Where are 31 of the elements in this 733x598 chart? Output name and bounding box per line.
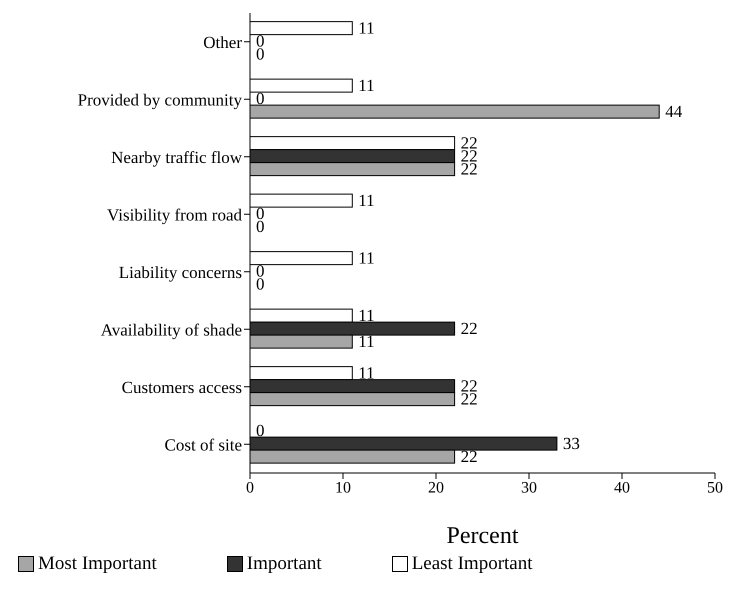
y-tick-label: Nearby traffic flow [111, 148, 243, 167]
data-label: 11 [358, 306, 375, 326]
legend-label: Least Important [410, 553, 533, 575]
data-label: 33 [562, 434, 580, 454]
legend-label: Most Important [37, 553, 157, 575]
y-tick-label: Provided by community [78, 90, 242, 110]
x-tick-label: 20 [428, 479, 444, 496]
legend-label: Important [246, 553, 322, 575]
data-label: 44 [665, 102, 683, 122]
data-label: 0 [256, 89, 264, 108]
data-label: 11 [358, 76, 375, 96]
data-label: 11 [358, 191, 375, 210]
y-tick-label: Availability of shade [100, 320, 242, 340]
data-label: 11 [358, 18, 375, 38]
x-axis-title: Percent [446, 523, 519, 549]
data-label: 0 [256, 421, 264, 440]
data-label: 11 [358, 332, 375, 352]
y-tick-label: Liability concerns [118, 262, 242, 282]
y-tick-label: Customers access [122, 378, 242, 397]
data-label: 11 [358, 364, 375, 383]
x-tick-label: 40 [614, 479, 630, 496]
data-label: 22 [460, 447, 478, 466]
y-tick-label: Other [203, 32, 242, 52]
y-tick-label: Visibility from road [107, 205, 242, 224]
data-label: 11 [358, 248, 375, 268]
x-tick-label: 10 [335, 479, 351, 496]
x-tick-label: 30 [521, 479, 537, 496]
x-tick-label: 50 [707, 479, 723, 496]
x-tick-label: 0 [246, 479, 254, 496]
y-tick-label: Cost of site [164, 435, 242, 454]
data-label: 22 [460, 319, 478, 338]
